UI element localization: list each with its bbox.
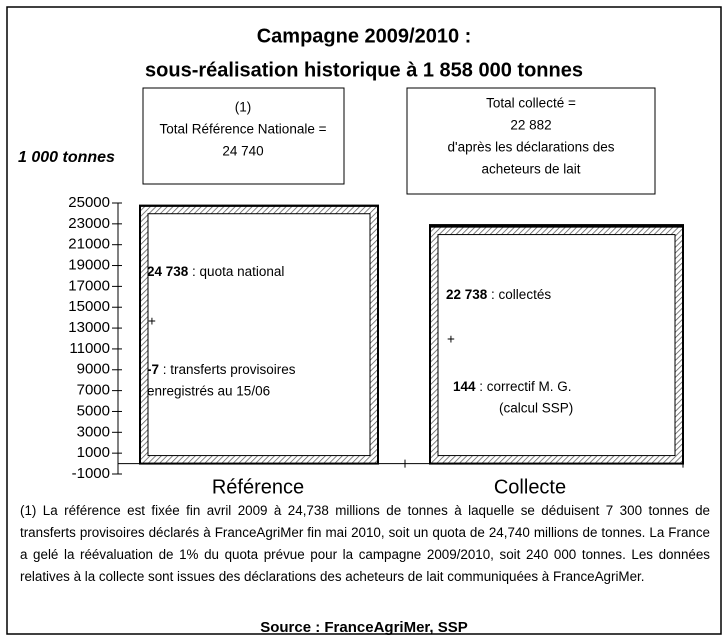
y-tick-label: 1000	[77, 444, 110, 461]
title-line: Campagne 2009/2010 :	[257, 25, 472, 47]
annotation-text: Total collecté =	[486, 96, 576, 111]
source: Source : FranceAgriMer, SSP	[260, 619, 468, 636]
frame	[6, 6, 722, 635]
x-tick-label: Collecte	[494, 476, 566, 498]
title-line: sous-réalisation historique à 1 858 000 …	[145, 59, 583, 81]
bar-inner	[147, 213, 371, 457]
annotation-text: 24 740	[222, 144, 263, 159]
segment-value-label: 22 738	[446, 287, 488, 302]
annotation-text: Total Référence Nationale =	[160, 122, 327, 137]
y-tick-label: 15000	[68, 298, 110, 315]
segment-value-label: -7	[147, 362, 159, 377]
segment-text: : transferts provisoires	[159, 362, 296, 377]
bar-segment	[429, 224, 684, 228]
segment-text: : correctif M. G.	[476, 379, 572, 394]
annotation-text: 22 882	[510, 118, 551, 133]
y-tick-label: 23000	[68, 215, 110, 232]
y-tick-label: 3000	[77, 423, 110, 440]
operator: +	[148, 314, 156, 329]
segment-value-label: 144	[453, 379, 476, 394]
y-tick-label: 17000	[68, 277, 110, 294]
annotation-box	[142, 87, 345, 185]
x-tick-label: Référence	[212, 476, 304, 498]
y-axis-label: 1 000 tonnes	[18, 149, 115, 166]
annotation-text: (1)	[235, 100, 252, 115]
segment-text: : quota national	[188, 264, 284, 279]
segment-text: : collectés	[487, 287, 551, 302]
y-tick-label: 25000	[68, 194, 110, 211]
y-tick-label: 13000	[68, 319, 110, 336]
segment-text: (calcul SSP)	[499, 401, 573, 416]
annotation-text: d'après les déclarations des	[448, 140, 615, 155]
segment-text: enregistrés au 15/06	[147, 384, 270, 399]
segment-label: 24 738 : quota national	[147, 264, 284, 279]
y-tick-label: 19000	[68, 257, 110, 274]
y-tick-label: 9000	[77, 361, 110, 378]
segment-label: -7 : transferts provisoires	[147, 362, 296, 377]
y-tick-label: 5000	[77, 402, 110, 419]
segment-label: 22 738 : collectés	[446, 287, 551, 302]
operator: +	[447, 332, 455, 347]
y-tick-label: -1000	[72, 465, 110, 482]
bar-inner	[437, 234, 676, 457]
segment-value-label: 24 738	[147, 264, 189, 279]
y-tick-label: 11000	[69, 340, 110, 357]
y-tick-label: 21000	[68, 236, 110, 253]
annotation-box	[406, 87, 656, 195]
y-tick-label: 7000	[77, 382, 110, 399]
footnote: (1) La référence est fixée fin avril 200…	[20, 503, 710, 584]
annotation-text: acheteurs de lait	[481, 162, 580, 177]
segment-label: 144 : correctif M. G.	[453, 379, 572, 394]
